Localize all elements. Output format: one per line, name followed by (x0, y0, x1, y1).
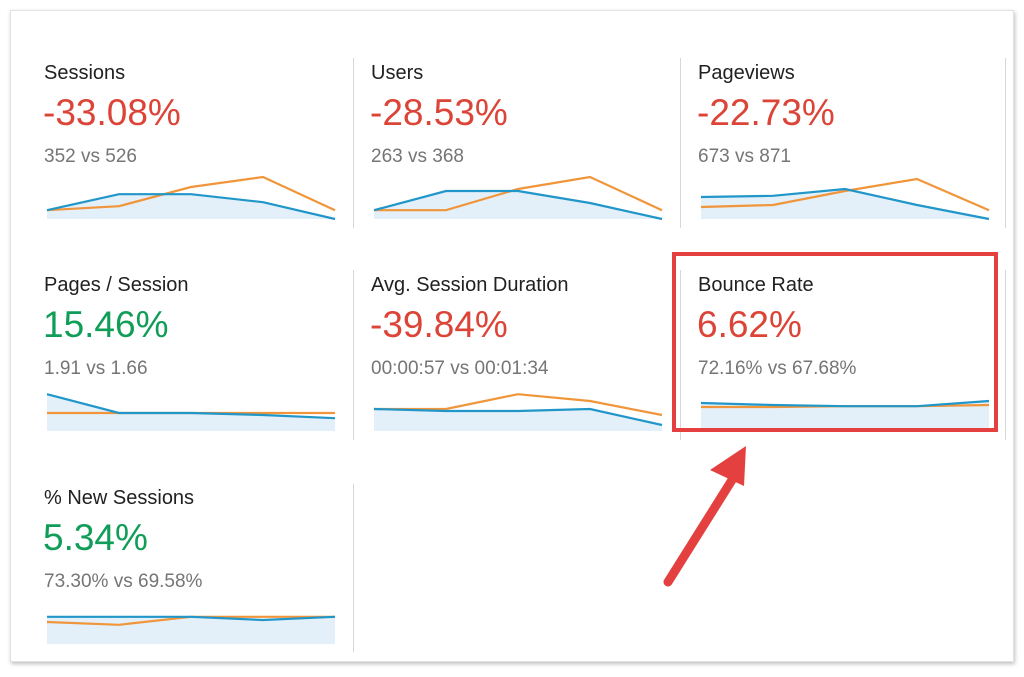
sparkline-previous-period (46, 175, 336, 212)
column-divider (353, 58, 354, 228)
metric-change: -33.08% (43, 92, 181, 133)
metric-change: 5.34% (43, 517, 148, 558)
metric-change: -39.84% (370, 304, 508, 345)
sparkline-chart (700, 177, 990, 221)
sparkline-chart (373, 393, 663, 431)
highlight-box (672, 252, 998, 432)
metric-change: -28.53% (370, 92, 508, 133)
sparkline-area (374, 191, 662, 219)
metric-card-users[interactable]: Users -28.53% 263 vs 368 (370, 62, 671, 252)
metric-comparison: 1.91 vs 1.66 (44, 358, 148, 379)
sparkline-area (374, 409, 662, 431)
column-divider (680, 58, 681, 228)
sparkline-area (701, 401, 989, 431)
sparkline-current-period (46, 393, 336, 420)
column-divider (1005, 270, 1006, 440)
metric-card-sessions[interactable]: Sessions -33.08% 352 vs 526 (43, 62, 344, 252)
metric-change: 6.62% (697, 304, 802, 345)
sparkline-chart (46, 615, 336, 644)
metric-title: % New Sessions (44, 487, 195, 509)
metric-change: -22.73% (697, 92, 835, 133)
metric-comparison: 73.30% vs 69.58% (44, 571, 203, 592)
sparkline-current-period (700, 399, 990, 408)
sparkline-current-period (373, 407, 663, 427)
metric-card-pages-per-session[interactable]: Pages / Session 15.46% 1.91 vs 1.66 (43, 274, 344, 464)
metric-card-new-sessions[interactable]: % New Sessions 5.34% 73.30% vs 69.58% (43, 487, 344, 677)
sparkline-area (701, 189, 989, 219)
sparkline-chart (46, 393, 336, 431)
metric-title: Pages / Session (44, 274, 189, 296)
sparkline-area (47, 394, 335, 431)
sparkline-area (47, 616, 335, 644)
metric-comparison: 673 vs 871 (698, 146, 791, 167)
screenshot-frame (10, 10, 1014, 662)
metric-comparison: 00:00:57 vs 00:01:34 (371, 358, 549, 379)
sparkline-previous-period (374, 393, 663, 417)
metric-title: Pageviews (698, 62, 795, 84)
metric-change: 15.46% (43, 304, 169, 345)
sparkline-area (47, 194, 335, 219)
sparkline-current-period (46, 193, 336, 221)
metric-card-avg-session-duration[interactable]: Avg. Session Duration -39.84% 00:00:57 v… (370, 274, 671, 464)
sparkline-previous-period (374, 175, 663, 212)
metric-title: Sessions (44, 62, 126, 84)
sparkline-current-period (47, 615, 336, 622)
sparkline-chart (700, 399, 990, 431)
metric-title: Users (371, 62, 424, 84)
metric-title: Bounce Rate (698, 274, 814, 296)
metric-card-pageviews[interactable]: Pageviews -22.73% 673 vs 871 (697, 62, 998, 252)
sparkline-previous-period (700, 177, 990, 212)
metric-card-bounce-rate[interactable]: Bounce Rate 6.62% 72.16% vs 67.68% (697, 274, 998, 464)
column-divider (680, 270, 681, 440)
metric-comparison: 352 vs 526 (44, 146, 137, 167)
metric-comparison: 263 vs 368 (371, 146, 464, 167)
column-divider (353, 484, 354, 652)
column-divider (353, 270, 354, 440)
sparkline-current-period (700, 187, 990, 221)
sparkline-chart (373, 175, 663, 221)
metric-comparison: 72.16% vs 67.68% (698, 358, 857, 379)
sparkline-chart (46, 175, 336, 221)
column-divider (1005, 58, 1006, 228)
metric-title: Avg. Session Duration (371, 274, 569, 296)
sparkline-current-period (373, 189, 663, 221)
annotation-arrow (663, 446, 746, 587)
